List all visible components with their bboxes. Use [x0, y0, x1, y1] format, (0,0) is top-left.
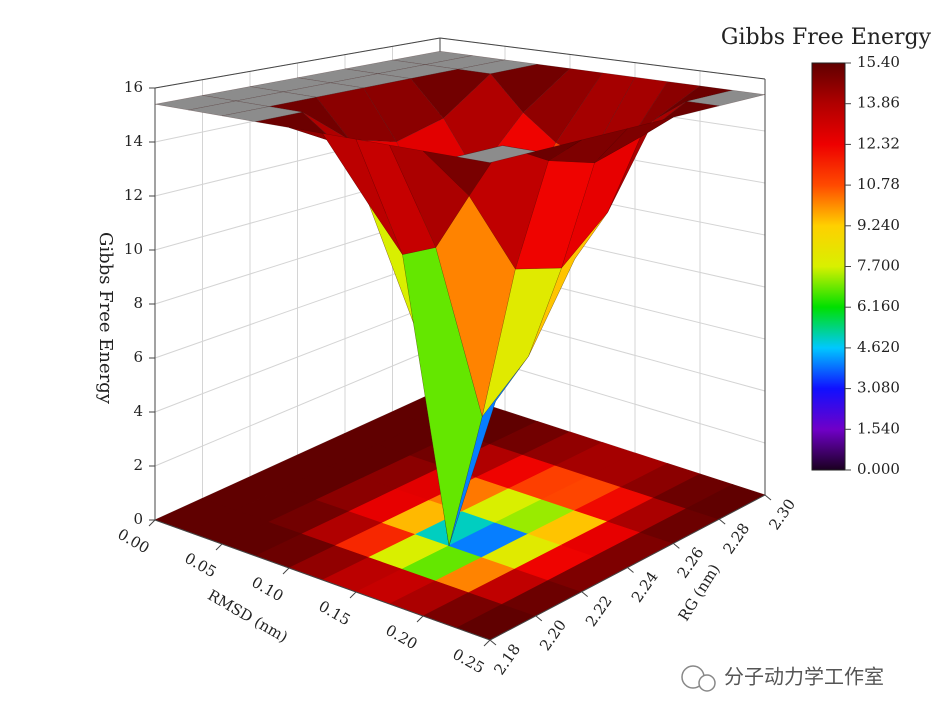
z-tick-label: 10 [124, 240, 143, 258]
y-tick [764, 494, 772, 501]
y-tick-label: 2.18 [490, 641, 524, 679]
colorbar-tick-label: 9.240 [857, 216, 900, 234]
y-tick [673, 542, 680, 549]
z-tick-label: 14 [124, 132, 143, 150]
box-edge [154, 37, 441, 89]
x-tick [282, 567, 290, 575]
surface-cell [547, 128, 629, 164]
x-tick-label: 0.00 [115, 525, 153, 557]
x-tick-label: 0.10 [249, 573, 287, 605]
x-tick [148, 519, 156, 527]
y-tick [718, 518, 726, 525]
x-tick [483, 639, 491, 647]
x-tick [416, 615, 424, 623]
colorbar-tick-label: 7.700 [857, 257, 900, 275]
y-tick [581, 591, 588, 598]
y-tick [535, 615, 543, 622]
colorbar-tick-label: 0.000 [857, 460, 900, 478]
z-tick-label: 2 [133, 456, 143, 474]
colorbar-tick-label: 12.32 [857, 134, 900, 152]
watermark: 分子动力学工作室 [681, 665, 884, 692]
colorbar [811, 62, 846, 471]
colorbar-tick-label: 15.40 [857, 53, 900, 71]
colorbar-tick-label: 4.620 [857, 338, 900, 356]
watermark-text: 分子动力学工作室 [724, 665, 884, 689]
z-tick-label: 8 [133, 294, 143, 312]
box-edge [439, 37, 766, 80]
z-tick-label: 0 [133, 510, 143, 528]
y-tick-label: 2.28 [719, 520, 753, 558]
z-tick-label: 12 [124, 186, 143, 204]
colorbar-tick-label: 13.86 [857, 94, 900, 112]
y-tick-label: 2.30 [765, 496, 799, 534]
y-tick-label: 2.20 [536, 616, 570, 654]
x-tick-label: 0.05 [182, 549, 220, 581]
z-axis-label: Gibbs Free Energy [95, 232, 116, 405]
x-tick-label: 0.15 [316, 597, 354, 629]
x-tick-label: 0.20 [383, 621, 421, 653]
colorbar-tick-label: 6.160 [857, 297, 900, 315]
y-tick [489, 639, 497, 646]
y-tick [627, 567, 634, 573]
x-tick [349, 591, 357, 599]
z-tick-label: 16 [124, 78, 143, 96]
colorbar-title: Gibbs Free Energy [721, 25, 932, 50]
colorbar-tick-label: 10.78 [857, 175, 900, 193]
y-tick-label: 2.24 [628, 568, 662, 606]
y-tick-label: 2.22 [582, 592, 616, 630]
colorbar-tick-label: 3.080 [857, 379, 900, 397]
x-tick-label: 0.25 [450, 645, 488, 677]
colorbar-tick-label: 1.540 [857, 419, 900, 437]
watermark-icon [698, 674, 716, 692]
z-tick-label: 6 [133, 348, 143, 366]
x-tick [215, 543, 223, 551]
z-tick-label: 4 [133, 402, 143, 420]
surface-cell [456, 145, 536, 163]
surface-cell [594, 117, 674, 164]
x-axis [154, 519, 491, 641]
